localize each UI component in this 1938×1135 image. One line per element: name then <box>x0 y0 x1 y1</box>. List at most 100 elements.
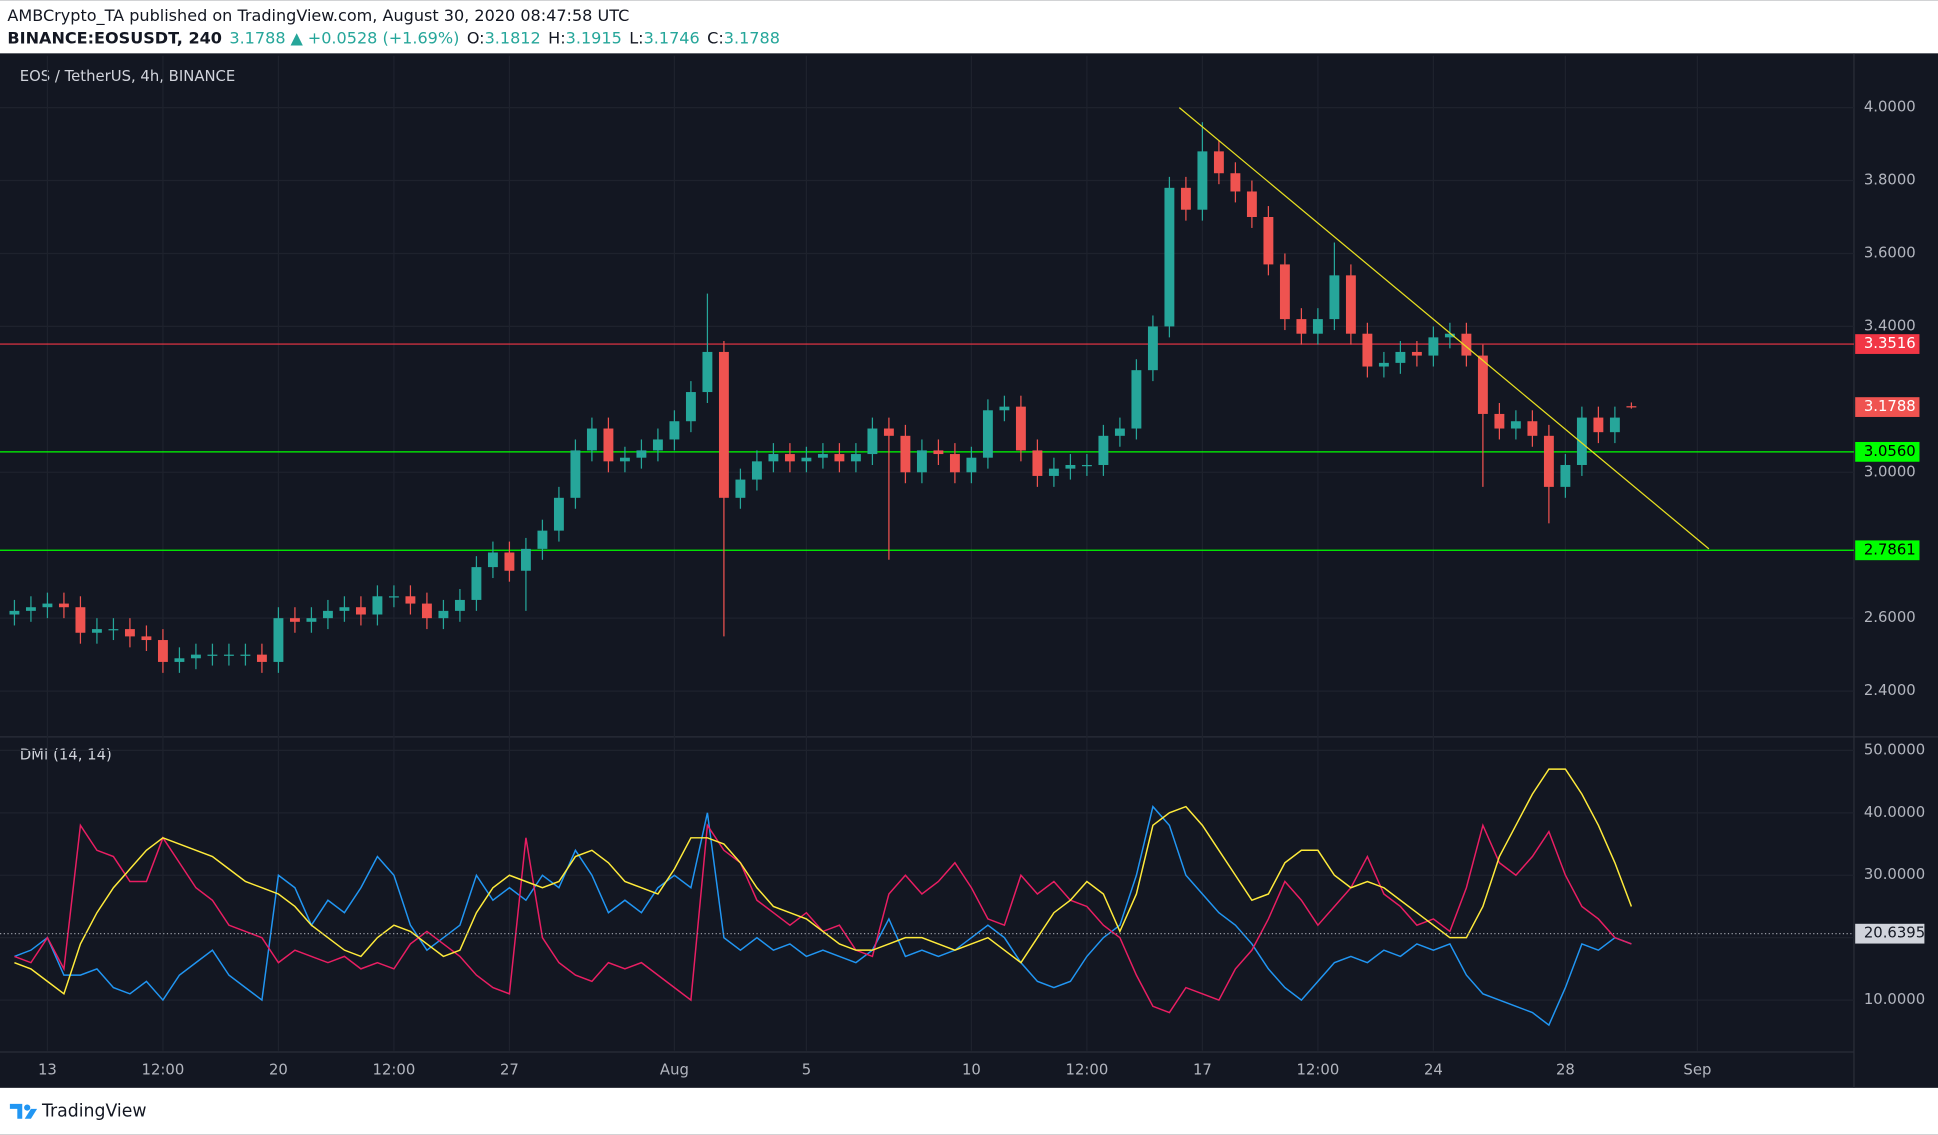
level-label: 3.0560 <box>1864 443 1916 460</box>
candle-body <box>141 636 152 641</box>
candle-body <box>1609 417 1620 433</box>
candle-body <box>339 607 350 611</box>
candle-body <box>718 351 729 498</box>
candle-body <box>1114 428 1125 436</box>
candle-body <box>1543 435 1554 487</box>
candle-body <box>1098 435 1109 465</box>
x-tick-label: Sep <box>1683 1062 1711 1079</box>
candle-body <box>586 428 597 451</box>
candle-body <box>1560 464 1571 487</box>
price-line-box <box>1855 923 1925 944</box>
candle-body <box>1494 413 1505 429</box>
candle-body <box>471 567 482 600</box>
candle-body <box>751 461 762 480</box>
x-tick-label: 12:00 <box>373 1062 416 1079</box>
candle-body <box>240 654 251 656</box>
candle-body <box>421 603 432 619</box>
candle-body <box>1147 326 1158 371</box>
publisher: AMBCrypto_TA published on TradingView.co… <box>7 6 629 26</box>
candle-body <box>1626 406 1637 408</box>
x-tick-label: 27 <box>500 1062 519 1079</box>
candle-body <box>405 596 416 604</box>
candle-body <box>768 454 779 462</box>
candle-body <box>1444 333 1455 338</box>
candle-body <box>1246 191 1257 218</box>
low-value: 3.1746 <box>644 28 700 47</box>
candle-body <box>949 454 960 473</box>
x-tick-label: 28 <box>1556 1062 1575 1079</box>
ohlc-label: O: <box>467 28 485 47</box>
logo-mark <box>24 1108 38 1119</box>
candle-body <box>1576 417 1587 465</box>
candle-body <box>867 428 878 455</box>
y-tick-label: 30.0000 <box>1864 866 1925 883</box>
candle-body <box>784 454 795 462</box>
candle-body <box>1411 351 1422 356</box>
candle-body <box>1230 173 1241 192</box>
candle-body <box>289 618 300 622</box>
y-tick-label: 3.6000 <box>1864 244 1916 261</box>
indicator-title: DMI (14, 14) <box>20 746 112 763</box>
candle-body <box>1428 337 1439 356</box>
candle-body <box>1461 333 1472 356</box>
y-tick-label: 3.0000 <box>1864 463 1916 480</box>
candle-body <box>834 454 845 462</box>
candle-body <box>1378 362 1389 367</box>
candle-body <box>124 629 135 637</box>
x-tick-label: 20 <box>269 1062 288 1079</box>
candle-body <box>1362 333 1373 367</box>
last-price: 3.1788 <box>229 28 285 47</box>
x-tick-label: 12:00 <box>142 1062 185 1079</box>
candle-body <box>1032 450 1043 476</box>
candle-body <box>735 479 746 498</box>
candle-body <box>157 640 168 662</box>
candle-body <box>190 654 201 659</box>
candle-body <box>801 457 812 462</box>
candle-body <box>570 450 581 498</box>
candle-body <box>1527 421 1538 436</box>
candle-body <box>685 392 696 422</box>
candle-body <box>306 618 317 622</box>
candle-body <box>1263 217 1274 265</box>
ohlc-label: C: <box>707 28 724 47</box>
candle-body <box>652 439 663 451</box>
candle-body <box>553 497 564 531</box>
candle-body <box>1510 421 1521 429</box>
x-tick-label: Aug <box>660 1062 689 1079</box>
candle-body <box>355 607 366 615</box>
brand: TradingView <box>41 1101 147 1121</box>
candle-body <box>388 596 399 598</box>
candle-body <box>75 607 86 633</box>
level-label-box <box>1855 334 1920 354</box>
candle-body <box>256 654 267 662</box>
y-tick-label: 40.0000 <box>1864 804 1925 821</box>
candle-body <box>603 428 614 462</box>
candle-body <box>1015 406 1026 451</box>
candle-body <box>58 603 69 608</box>
candle-body <box>1197 151 1208 210</box>
symbol-line: BINANCE:EOSUSDT, 240 3.1788 ▲ +0.0528 (+1.6… <box>7 28 780 47</box>
logo <box>9 1103 38 1119</box>
candle-body <box>883 428 894 436</box>
footer-bar <box>0 1087 1938 1135</box>
x-tick-label: 13 <box>38 1062 57 1079</box>
candle-body <box>273 618 284 662</box>
x-tick-label: 24 <box>1424 1062 1443 1079</box>
candle-body <box>1395 351 1406 363</box>
candle-body <box>1312 319 1323 334</box>
level-label: 2.7861 <box>1864 541 1916 558</box>
y-tick-label: 50.0000 <box>1864 741 1925 758</box>
candle-body <box>174 658 185 662</box>
y-tick-label: 4.0000 <box>1864 99 1916 116</box>
y-tick-label: 3.4000 <box>1864 317 1916 334</box>
y-tick-label: 3.8000 <box>1864 172 1916 189</box>
candle-body <box>108 629 119 631</box>
x-tick-label: 10 <box>962 1062 981 1079</box>
candle-body <box>933 450 944 455</box>
change: +0.0528 (+1.69%) <box>308 28 460 47</box>
candle-body <box>900 435 911 473</box>
candle-body <box>966 457 977 473</box>
